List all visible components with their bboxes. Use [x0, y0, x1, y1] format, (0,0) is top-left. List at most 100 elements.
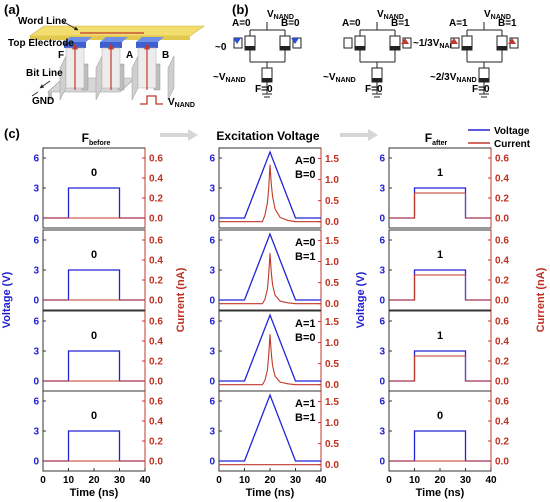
circuit-output-label: F=0: [365, 84, 383, 95]
state-label-b: B=0: [295, 332, 316, 344]
column-title-after: Fafter: [425, 131, 448, 147]
state-label-b: B=1: [295, 251, 316, 263]
plot-2-1: 0 3 6 0.0 0.5 1.0 1.5 A=0 B=0: [209, 147, 339, 229]
cells: F A B: [58, 32, 169, 90]
voltage-tick-label: 3: [33, 266, 39, 277]
current-tick-label: 0.2: [149, 194, 163, 205]
current-tick-label: 0.0: [495, 214, 509, 225]
vnand-pulse-icon: [140, 95, 163, 105]
current-tick-label: 0.4: [149, 337, 163, 348]
current-series-line: [389, 355, 491, 382]
x-tick-label: 40: [315, 475, 327, 486]
legend: Voltage Current: [468, 126, 531, 150]
circuit-output-label: F=0: [472, 84, 490, 95]
ylabel-current-left: Current (nA): [175, 267, 187, 332]
voltage-series-line: [43, 350, 145, 382]
current-tick-label: 0.6: [495, 397, 509, 408]
gnd-leader: [31, 91, 39, 97]
cell-label-f: F: [58, 50, 64, 61]
circuit-input-label: A=1: [449, 18, 468, 29]
current-tick-label: 0.0: [325, 460, 339, 471]
cell-label-a: A: [126, 50, 133, 61]
x-tick-label: 20: [434, 475, 446, 486]
voltage-series-line: [219, 232, 321, 301]
current-tick-label: 0.5: [325, 196, 339, 207]
current-tick-label: 0.5: [325, 359, 339, 370]
current-tick-label: 0.0: [325, 299, 339, 310]
plot-3-2: 0 3 6 0.0 0.2 0.4 0.6 1: [379, 229, 509, 311]
x-tick-label: 0: [40, 475, 46, 486]
current-tick-label: 0.2: [495, 357, 509, 368]
x-tick-label: 20: [264, 475, 276, 486]
current-tick-label: 0.2: [149, 276, 163, 287]
plot-1-1: 0 3 6 0.0 0.2 0.4 0.6 0: [33, 147, 163, 229]
current-series-line: [219, 164, 321, 223]
panel-b: (b) VNAND A=0 B=0 F=0 ~0 ~VNAND VNAND A=0 B=1 F=0…: [213, 2, 519, 98]
memristor-output-band: [479, 78, 489, 82]
voltage-series-line: [219, 313, 321, 382]
voltage-series-line: [219, 150, 321, 219]
voltage-tick-label: 6: [379, 236, 385, 247]
ylabel-voltage-right: Voltage (V): [355, 271, 367, 328]
voltage-tick-label: 0: [379, 377, 385, 388]
current-tick-label: 1.5: [325, 317, 339, 328]
state-label: 0: [91, 249, 97, 261]
current-series-line: [219, 334, 321, 386]
plot-2-3: 0 3 6 0.0 0.5 1.0 1.5 A=1 B=0: [209, 310, 339, 392]
panel-label-a: (a): [4, 2, 20, 17]
state-label-b: B=1: [295, 412, 316, 424]
voltage-tick-label: 3: [209, 184, 215, 195]
circuit-vnand-label: VNAND: [377, 9, 404, 21]
current-tick-label: 0.4: [149, 174, 163, 185]
current-series-line: [389, 274, 491, 301]
voltage-tick-label: 3: [379, 266, 385, 277]
circuit-vnand-label: VNAND: [267, 9, 294, 21]
current-tick-label: 0.6: [149, 397, 163, 408]
voltage-series-line: [389, 430, 491, 462]
voltage-tick-label: 0: [33, 457, 39, 468]
word-line-label: Word Line: [18, 16, 67, 27]
flow-arrow-2: [340, 129, 378, 141]
flow-arrow-1: [160, 129, 198, 141]
bit-line-leader: [39, 80, 51, 89]
current-tick-label: 0.4: [495, 417, 509, 428]
x-tick-label: 20: [88, 475, 100, 486]
circuit-bottom-note: ~VNAND: [213, 72, 246, 84]
state-label: 0: [91, 410, 97, 422]
current-tick-label: 0.5: [325, 439, 339, 450]
voltage-tick-label: 3: [33, 184, 39, 195]
circuit-right-note: ~1/3VNAND: [413, 38, 460, 50]
current-tick-label: 0.6: [495, 236, 509, 247]
memristor-band: [245, 46, 255, 50]
current-tick-label: 0.2: [149, 437, 163, 448]
plot-1-3: 0 3 6 0.0 0.2 0.4 0.6 0: [33, 310, 163, 392]
voltage-tick-label: 3: [209, 266, 215, 277]
current-tick-label: 0.6: [149, 236, 163, 247]
panel-c: (c) Fbefore Excitation Voltage Fafter Vo…: [1, 126, 547, 499]
bit-line-label: Bit Line: [26, 68, 63, 79]
x-tick-label: 10: [409, 475, 421, 486]
voltage-series-line: [219, 393, 321, 462]
cell-f: F: [58, 37, 92, 90]
voltage-series-line: [43, 269, 145, 301]
voltage-tick-label: 6: [209, 236, 215, 247]
bit-line-edge-1: [48, 92, 52, 100]
x-tick-label: 30: [460, 475, 472, 486]
voltage-tick-label: 6: [209, 154, 215, 165]
current-series-line: [389, 192, 491, 219]
x-tick-label: 30: [114, 475, 126, 486]
voltage-tick-label: 3: [379, 184, 385, 195]
memristor-band: [280, 46, 290, 50]
voltage-tick-label: 6: [33, 397, 39, 408]
current-tick-label: 0.4: [495, 174, 509, 185]
circuits: VNAND A=0 B=0 F=0 ~0 ~VNAND VNAND A=0 B=1 F=0 ~VNA…: [213, 9, 519, 98]
state-label-b: B=0: [295, 169, 316, 181]
cell-label-b: B: [162, 50, 169, 61]
voltage-tick-label: 0: [33, 377, 39, 388]
gnd-label: GND: [32, 96, 54, 107]
plot-1-2: 0 3 6 0.0 0.2 0.4 0.6 0: [33, 229, 163, 311]
x-tick-label: 10: [239, 475, 251, 486]
voltage-tick-label: 0: [209, 457, 215, 468]
current-tick-label: 1.5: [325, 397, 339, 408]
